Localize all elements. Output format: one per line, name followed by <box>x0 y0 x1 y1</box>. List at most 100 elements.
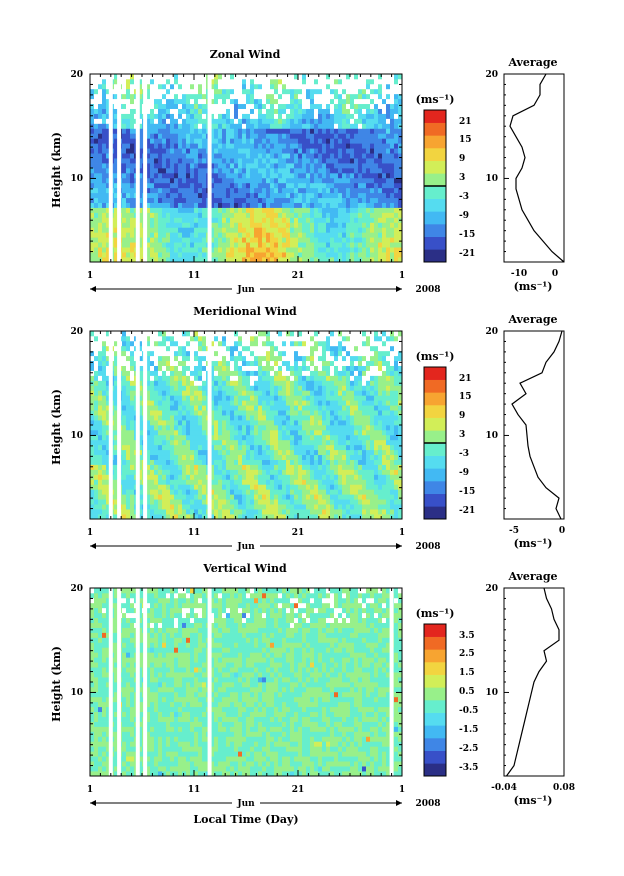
heatmap-cell <box>130 499 135 505</box>
heatmap-cell <box>270 182 275 189</box>
heatmap-cell <box>158 217 163 223</box>
heatmap-cell <box>150 158 155 164</box>
heatmap-cell <box>254 390 259 396</box>
colorbar-tick: 21 <box>459 117 472 127</box>
heatmap-cell <box>182 78 187 85</box>
heatmap-cell <box>170 434 175 441</box>
heatmap-cell <box>218 331 223 337</box>
heatmap-cell <box>282 153 287 159</box>
heatmap-cell <box>278 222 283 228</box>
heatmap-cell <box>238 425 243 431</box>
heatmap-cell <box>106 202 111 208</box>
heatmap-cell <box>310 252 315 258</box>
heatmap-cell <box>194 355 199 362</box>
heatmap-cell <box>342 113 347 119</box>
heatmap-cell <box>122 207 127 213</box>
heatmap-cell <box>210 88 215 95</box>
heatmap-cell <box>162 509 167 515</box>
heatmap-cell <box>130 444 135 451</box>
heatmap-cell <box>290 232 295 238</box>
heatmap-cell <box>154 350 159 357</box>
heatmap-cell <box>366 98 371 105</box>
heatmap-cell <box>254 168 259 174</box>
heatmap-cell <box>370 217 375 223</box>
heatmap-cell <box>102 88 107 95</box>
heatmap-cell <box>246 222 251 228</box>
heatmap-cell <box>262 83 267 90</box>
heatmap-cell <box>178 390 183 396</box>
heatmap-cell <box>154 232 159 238</box>
heatmap-cell <box>102 395 107 401</box>
heatmap-cell <box>250 429 255 436</box>
heatmap-cell <box>342 98 347 105</box>
heatmap-cell <box>158 474 163 480</box>
heatmap-cell <box>326 168 331 174</box>
heatmap-cell <box>278 331 283 337</box>
heatmap-cell <box>158 489 163 495</box>
heatmap-cell <box>106 459 111 465</box>
heatmap-cell <box>146 370 151 376</box>
heatmap-cell <box>374 143 379 149</box>
heatmap-cell <box>258 479 263 485</box>
heatmap-cell <box>366 252 371 258</box>
heatmap-cell <box>222 123 227 129</box>
heatmap-cell <box>278 444 283 451</box>
heatmap-cell <box>394 88 399 95</box>
heatmap-cell <box>274 469 279 475</box>
heatmap-cell <box>166 385 171 391</box>
heatmap-cell <box>222 103 227 109</box>
heatmap-cell <box>262 257 267 263</box>
heatmap-cell <box>238 484 243 490</box>
heatmap-cell <box>202 345 207 352</box>
heatmap-cell <box>198 78 203 85</box>
heatmap-cell <box>354 148 359 154</box>
heatmap-cell <box>246 128 251 134</box>
heatmap-cell <box>266 143 271 149</box>
heatmap-cell <box>178 474 183 480</box>
heatmap-cell <box>202 103 207 109</box>
heatmap-cell <box>238 128 243 134</box>
heatmap-cell <box>138 98 143 105</box>
heatmap-cell <box>310 168 315 174</box>
heatmap-cell <box>178 138 183 144</box>
heatmap-cell <box>114 345 119 352</box>
heatmap-cell <box>298 108 303 114</box>
heatmap-cell <box>202 365 207 371</box>
heatmap-cell <box>198 158 203 164</box>
heatmap-cell <box>138 444 143 451</box>
heatmap-cell <box>326 197 331 203</box>
heatmap-cell <box>398 242 403 248</box>
heatmap-cell <box>386 182 391 189</box>
heatmap-cell <box>250 395 255 401</box>
heatmap-cell <box>158 74 163 80</box>
heatmap-cell <box>122 355 127 362</box>
heatmap-cell <box>138 365 143 371</box>
heatmap-cell <box>102 385 107 391</box>
heatmap-cell <box>358 177 363 184</box>
heatmap-cell <box>242 459 247 465</box>
heatmap-cell <box>314 172 319 179</box>
heatmap-cell <box>350 222 355 228</box>
heatmap-cell <box>394 148 399 154</box>
heatmap-cell <box>226 415 231 421</box>
heatmap-cell <box>274 454 279 460</box>
heatmap-cell <box>94 375 99 381</box>
heatmap-cell <box>366 222 371 228</box>
heatmap-cell <box>150 439 155 446</box>
heatmap-cell <box>178 415 183 421</box>
heatmap-cell <box>262 360 267 366</box>
heatmap-cell <box>302 192 307 199</box>
heatmap-cell <box>174 484 179 490</box>
heatmap-cell <box>338 222 343 228</box>
heatmap-cell <box>226 78 231 85</box>
heatmap-cell <box>246 118 251 124</box>
heatmap-cell <box>338 247 343 253</box>
heatmap-cell <box>170 365 175 371</box>
heatmap-cell <box>382 103 387 109</box>
heatmap-cell <box>150 192 155 199</box>
heatmap-cell <box>102 355 107 362</box>
heatmap-cell <box>226 83 231 90</box>
heatmap-cell <box>374 247 379 253</box>
heatmap-cell <box>170 439 175 446</box>
heatmap-cell <box>90 172 95 179</box>
